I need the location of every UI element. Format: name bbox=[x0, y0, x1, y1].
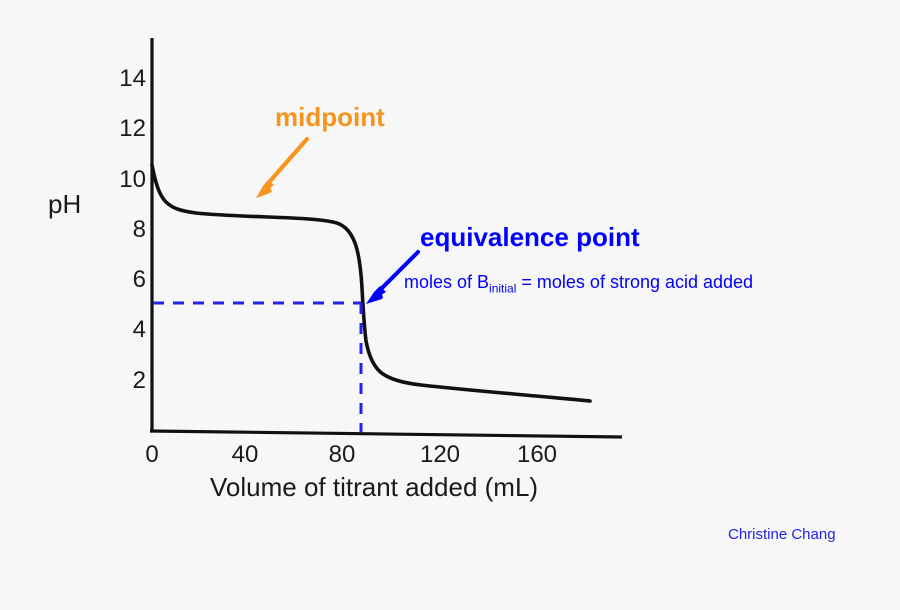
y-tick-label: 2 bbox=[132, 367, 146, 394]
y-tick-label: 10 bbox=[119, 166, 146, 193]
moles-relation-prefix: moles of B bbox=[404, 272, 490, 292]
author-credit: Christine Chang bbox=[728, 526, 836, 543]
x-tick-label: 120 bbox=[419, 441, 461, 468]
x-tick-label: 40 bbox=[231, 441, 259, 468]
x-axis bbox=[149, 429, 623, 439]
y-tick-label: 6 bbox=[132, 266, 146, 293]
moles-relation-label: moles of Binitial = moles of strong acid… bbox=[404, 272, 753, 296]
y-axis-title: pH bbox=[48, 189, 82, 219]
titration-curve-line bbox=[150, 163, 592, 403]
y-tick-label: 4 bbox=[132, 316, 146, 343]
y-tick-label: 14 bbox=[119, 65, 146, 92]
moles-relation-suffix: = moles of strong acid added bbox=[516, 272, 754, 292]
x-tick-label: 160 bbox=[516, 441, 558, 468]
equivalence-arrow bbox=[366, 250, 420, 304]
equivalence-point-label: equivalence point bbox=[420, 222, 640, 252]
x-axis-title: Volume of titrant added (mL) bbox=[210, 472, 539, 502]
y-tick-label: 12 bbox=[119, 115, 146, 142]
moles-relation-subscript: initial bbox=[489, 281, 517, 296]
y-tick-label: 8 bbox=[132, 216, 146, 243]
x-tick-label: 80 bbox=[328, 441, 356, 468]
midpoint-label: midpoint bbox=[275, 102, 385, 132]
x-tick-label: 0 bbox=[145, 441, 159, 468]
midpoint-arrow bbox=[256, 136, 310, 198]
